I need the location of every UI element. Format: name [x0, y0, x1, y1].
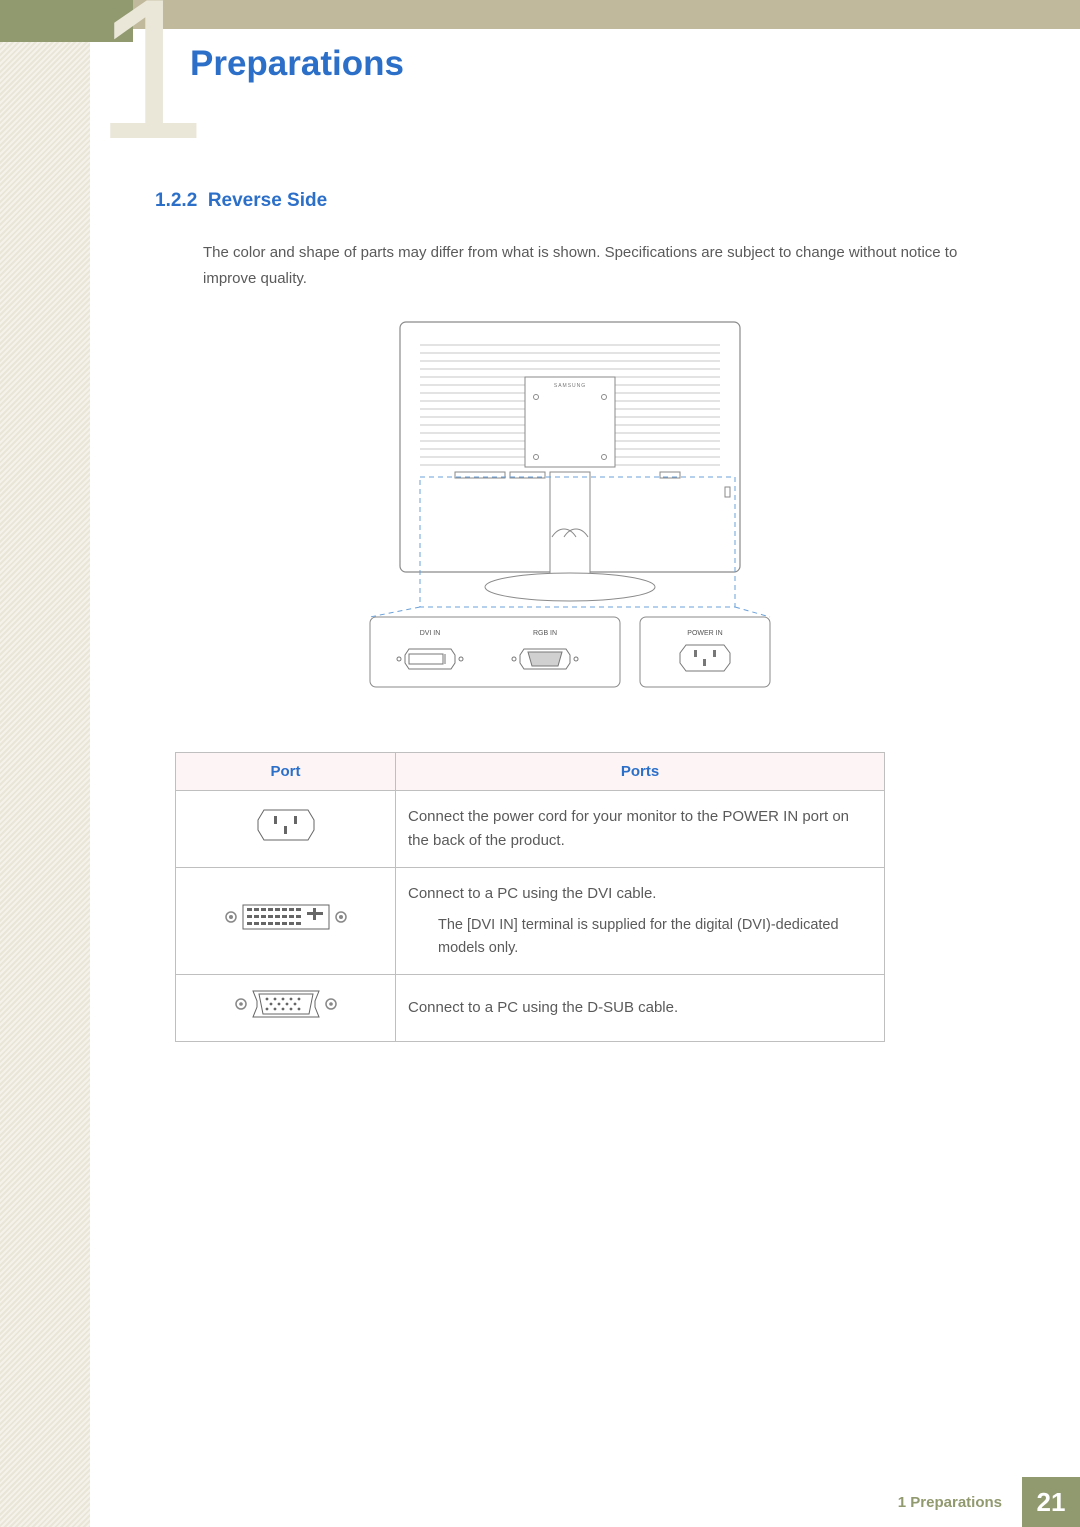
power-port-desc: Connect the power cord for your monitor … — [396, 790, 885, 867]
reverse-side-diagram: SAMSUNG DVI IN RGB IN — [155, 317, 985, 722]
section-number: 1.2.2 — [155, 190, 197, 211]
content-area: 1.2.2 Reverse Side The color and shape o… — [155, 190, 985, 1042]
footer-chapter: 1 Preparations — [898, 1477, 1022, 1527]
table-header-ports: Ports — [396, 752, 885, 790]
table-row: Connect the power cord for your monitor … — [176, 790, 885, 867]
footer-page-number: 21 — [1022, 1477, 1080, 1527]
power-port-icon — [176, 790, 396, 867]
dvi-in-label: DVI IN — [420, 630, 441, 637]
rgb-in-label: RGB IN — [533, 630, 557, 637]
table-row: Connect to a PC using the DVI cable. The… — [176, 867, 885, 974]
dvi-port-desc: Connect to a PC using the DVI cable. The… — [396, 867, 885, 974]
footer: 1 Preparations 21 — [90, 1477, 1080, 1527]
intro-paragraph: The color and shape of parts may differ … — [203, 240, 985, 293]
dsub-port-desc: Connect to a PC using the D-SUB cable. — [396, 974, 885, 1041]
page-title: Preparations — [190, 44, 404, 84]
background-chapter-number: 1 — [95, 0, 206, 170]
power-in-label: POWER IN — [687, 630, 722, 637]
table-row: Connect to a PC using the D-SUB cable. — [176, 974, 885, 1041]
ports-table: Port Ports Connect the power cord for yo… — [175, 752, 885, 1042]
section-title: Reverse Side — [208, 190, 327, 211]
top-tan-accent — [133, 0, 1080, 29]
left-sidebar — [0, 0, 90, 1527]
dvi-port-icon — [176, 867, 396, 974]
table-header-port: Port — [176, 752, 396, 790]
dsub-port-icon — [176, 974, 396, 1041]
section-heading: 1.2.2 Reverse Side — [155, 190, 985, 212]
brand-label: SAMSUNG — [554, 383, 586, 389]
dvi-sub-note: The [DVI IN] terminal is supplied for th… — [438, 914, 872, 960]
